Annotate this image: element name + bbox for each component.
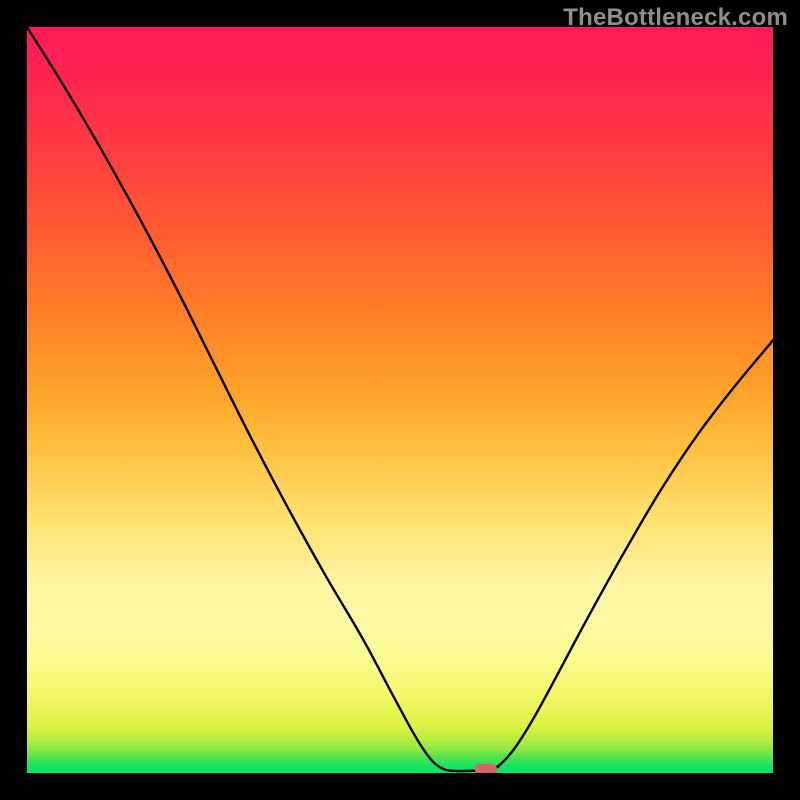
optimum-marker <box>475 764 497 773</box>
plot-area <box>27 27 773 773</box>
plot-svg <box>27 27 773 773</box>
chart-frame: TheBottleneck.com <box>0 0 800 800</box>
gradient-background <box>27 27 773 773</box>
